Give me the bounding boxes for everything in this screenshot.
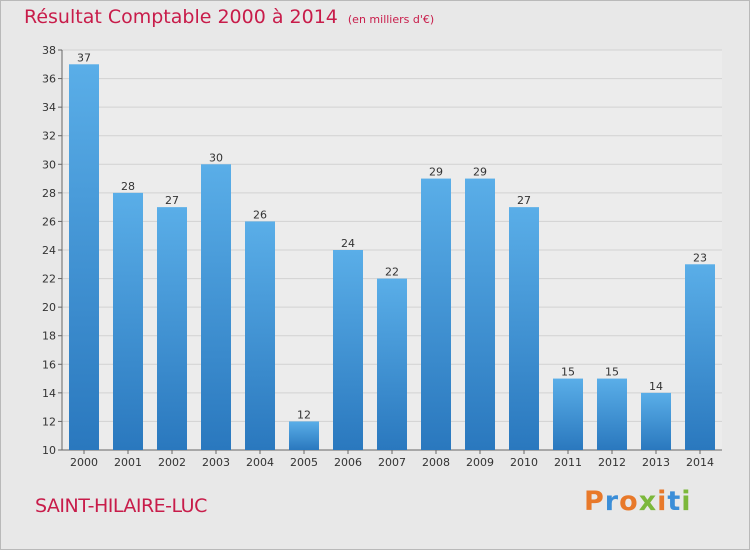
y-tick-label: 34 — [42, 101, 56, 114]
y-tick-label: 30 — [42, 158, 56, 171]
bar — [289, 421, 319, 450]
bar — [597, 378, 627, 450]
logo-letter: P — [584, 486, 605, 517]
bar — [553, 378, 583, 450]
y-tick-label: 36 — [42, 73, 56, 86]
logo-letter: o — [619, 486, 639, 517]
data-label: 24 — [341, 237, 355, 250]
logo-letter: r — [604, 486, 620, 517]
y-tick-label: 38 — [42, 44, 56, 57]
x-tick-label: 2012 — [598, 456, 626, 469]
bar — [113, 192, 143, 450]
bar — [245, 221, 275, 450]
y-tick-label: 12 — [42, 415, 56, 428]
y-tick-label: 14 — [42, 387, 56, 400]
data-label: 26 — [253, 208, 267, 221]
chart-title: Résultat Comptable 2000 à 2014 (en millie… — [24, 6, 434, 28]
x-tick-label: 2000 — [70, 456, 98, 469]
data-label: 12 — [297, 408, 311, 421]
y-tick-label: 26 — [42, 215, 56, 228]
x-tick-label: 2001 — [114, 456, 142, 469]
y-tick-label: 28 — [42, 187, 56, 200]
bar — [157, 207, 187, 450]
bar — [421, 178, 451, 451]
chart-subtitle: (en milliers d'€) — [347, 13, 435, 26]
bar — [685, 264, 715, 450]
bar — [465, 178, 495, 451]
x-tick-label: 2002 — [158, 456, 186, 469]
bar — [69, 64, 99, 451]
x-tick-label: 2013 — [642, 456, 670, 469]
x-tick-label: 2003 — [202, 456, 230, 469]
data-label: 14 — [649, 380, 663, 393]
data-label: 29 — [429, 166, 443, 179]
x-tick-label: 2014 — [686, 456, 714, 469]
data-label: 23 — [693, 251, 707, 264]
x-tick-label: 2006 — [334, 456, 362, 469]
data-label: 27 — [165, 194, 179, 207]
y-tick-label: 22 — [42, 273, 56, 286]
bar — [333, 250, 363, 450]
data-label: 28 — [121, 180, 135, 193]
logo-letter: t — [667, 486, 682, 517]
data-label: 37 — [77, 51, 91, 64]
x-tick-label: 2009 — [466, 456, 494, 469]
data-label: 15 — [561, 366, 575, 379]
logo-letter: x — [638, 486, 658, 517]
x-tick-label: 2011 — [554, 456, 582, 469]
y-tick-label: 20 — [42, 301, 56, 314]
x-tick-label: 2008 — [422, 456, 450, 469]
data-label: 27 — [517, 194, 531, 207]
logo-letter: i — [657, 486, 668, 517]
y-tick-label: 18 — [42, 330, 56, 343]
y-tick-label: 24 — [42, 244, 56, 257]
x-tick-label: 2010 — [510, 456, 538, 469]
proxiti-logo: Proxiti — [584, 486, 692, 517]
x-tick-label: 2004 — [246, 456, 274, 469]
x-tick-label: 2005 — [290, 456, 318, 469]
bar — [377, 278, 407, 450]
data-label: 15 — [605, 366, 619, 379]
y-tick-label: 10 — [42, 444, 56, 457]
commune-name: SAINT-HILAIRE-LUC — [35, 495, 207, 517]
logo-letter: i — [681, 486, 692, 517]
bar — [509, 207, 539, 450]
y-tick-label: 16 — [42, 358, 56, 371]
x-tick-label: 2007 — [378, 456, 406, 469]
data-label: 22 — [385, 266, 399, 279]
chart-title-text: Résultat Comptable 2000 à 2014 — [24, 6, 338, 28]
bar — [201, 164, 231, 451]
y-tick-label: 32 — [42, 130, 56, 143]
data-label: 29 — [473, 166, 487, 179]
data-label: 30 — [209, 151, 223, 164]
bar — [641, 392, 671, 450]
